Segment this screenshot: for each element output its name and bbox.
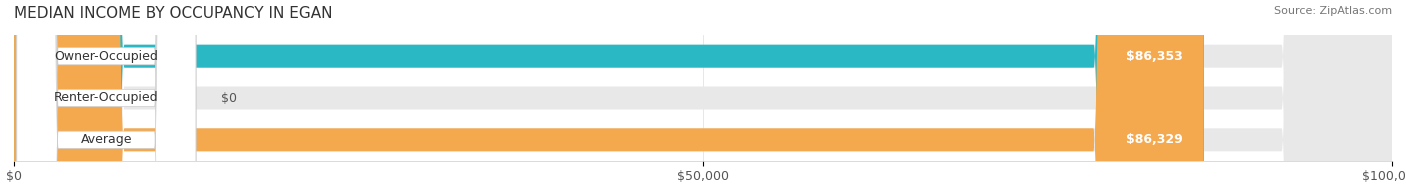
Text: Owner-Occupied: Owner-Occupied	[55, 50, 159, 63]
Text: MEDIAN INCOME BY OCCUPANCY IN EGAN: MEDIAN INCOME BY OCCUPANCY IN EGAN	[14, 6, 333, 21]
FancyBboxPatch shape	[17, 0, 195, 196]
Text: $86,353: $86,353	[1126, 50, 1184, 63]
FancyBboxPatch shape	[17, 0, 195, 196]
Text: $86,329: $86,329	[1126, 133, 1182, 146]
FancyBboxPatch shape	[14, 0, 1392, 196]
Text: Renter-Occupied: Renter-Occupied	[53, 92, 159, 104]
Text: Average: Average	[80, 133, 132, 146]
FancyBboxPatch shape	[14, 0, 1204, 196]
FancyBboxPatch shape	[14, 0, 1392, 196]
FancyBboxPatch shape	[17, 0, 195, 196]
FancyBboxPatch shape	[14, 0, 1204, 196]
FancyBboxPatch shape	[14, 0, 1392, 196]
Text: $0: $0	[221, 92, 236, 104]
Text: Source: ZipAtlas.com: Source: ZipAtlas.com	[1274, 6, 1392, 16]
